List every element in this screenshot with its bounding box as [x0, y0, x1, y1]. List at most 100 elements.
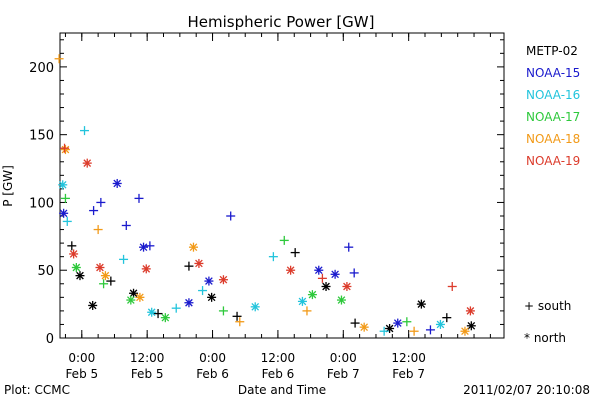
footer-timestamp: 2011/02/07 20:10:08 — [463, 383, 590, 397]
data-point — [67, 241, 77, 251]
data-point — [218, 306, 228, 316]
marker-stroke — [417, 300, 426, 308]
chart-title: Hemispheric Power [GW] — [188, 13, 375, 31]
data-point — [336, 295, 346, 305]
x-tick-label-date: Feb 7 — [327, 367, 360, 381]
data-point — [88, 300, 98, 310]
data-point — [416, 299, 426, 309]
data-point — [393, 318, 403, 328]
marker-stroke — [337, 296, 346, 304]
data-point — [82, 158, 92, 168]
data-point — [58, 180, 68, 190]
data-point — [121, 220, 131, 230]
x-axis: 0:00 Feb 5 12:00 Feb 5 0:00 Feb 6 12:00 Feb 6 0:… — [64, 33, 491, 381]
marker-stroke — [76, 271, 84, 280]
data-point — [147, 307, 157, 317]
marker-stroke — [113, 179, 122, 188]
data-point — [60, 193, 70, 203]
marker-stroke — [298, 297, 307, 306]
data-point — [330, 269, 340, 279]
x-tick-label-time: 0:00 — [330, 351, 357, 365]
legend-item: METP-02 — [526, 44, 578, 58]
data-point — [89, 206, 99, 216]
marker-stroke — [195, 259, 203, 268]
data-point — [321, 281, 331, 291]
data-point — [106, 276, 116, 286]
marker-stroke — [101, 271, 110, 280]
marker-stroke — [129, 289, 138, 298]
y-tick-label: 100 — [29, 196, 54, 211]
data-point — [379, 326, 389, 336]
y-axis-label: P [GW] — [1, 165, 15, 207]
data-point — [112, 178, 122, 188]
marker-stroke — [69, 250, 78, 258]
data-point — [139, 242, 149, 252]
x-tick-label-date: Feb 6 — [262, 367, 295, 381]
data-point — [226, 211, 236, 221]
marker-stroke — [286, 266, 295, 275]
data-point — [141, 264, 151, 274]
marker-stroke — [96, 263, 104, 272]
legend-item: NOAA-17 — [526, 110, 580, 124]
legend-item: NOAA-18 — [526, 132, 580, 146]
data-point — [402, 317, 412, 327]
data-point — [96, 197, 106, 207]
legend-item: NOAA-19 — [526, 154, 580, 168]
marker-stroke — [466, 307, 475, 315]
data-point — [314, 265, 324, 275]
data-point — [145, 241, 155, 251]
legend-item: NOAA-16 — [526, 88, 580, 102]
x-tick-label-time: 12:00 — [130, 351, 165, 365]
data-point — [350, 318, 360, 328]
marker-stroke — [436, 320, 445, 329]
data-point — [60, 145, 70, 155]
data-point — [268, 252, 278, 262]
data-point — [171, 303, 181, 313]
data-point — [385, 324, 395, 334]
data-point — [349, 268, 359, 278]
data-point — [302, 306, 312, 316]
marker-legend: + south * north — [524, 299, 571, 345]
x-tick-label-date: Feb 5 — [65, 367, 98, 381]
x-tick-label-time: 0:00 — [68, 351, 95, 365]
marker-stroke — [72, 263, 81, 272]
marker-stroke — [189, 243, 198, 252]
marker-stroke — [393, 319, 402, 327]
marker-stroke — [219, 275, 228, 284]
plot-frame — [59, 32, 505, 339]
marker-stroke — [207, 293, 216, 302]
data-point — [466, 321, 476, 331]
marker-legend-item: + south — [524, 299, 571, 313]
data-point — [447, 281, 457, 291]
x-axis-label: Date and Time — [238, 383, 326, 397]
data-point — [317, 273, 327, 283]
marker-stroke — [161, 313, 170, 322]
marker-stroke — [126, 296, 135, 304]
data-point — [62, 216, 72, 226]
data-point — [59, 208, 69, 218]
y-tick-label: 0 — [46, 332, 54, 347]
data-point — [93, 225, 103, 235]
data-point — [342, 281, 352, 291]
marker-stroke — [59, 209, 68, 218]
marker-stroke — [461, 327, 469, 336]
data-point — [126, 295, 136, 305]
data-point — [204, 276, 214, 286]
data-point — [235, 317, 245, 327]
data-point — [207, 292, 217, 302]
data-point — [188, 242, 198, 252]
data-point — [307, 290, 317, 300]
marker-stroke — [185, 298, 193, 307]
marker-stroke — [88, 301, 97, 310]
data-point — [218, 275, 228, 285]
data-point — [184, 261, 194, 271]
data-point — [69, 249, 79, 259]
data-point — [250, 302, 260, 312]
data-point — [279, 235, 289, 245]
data-point — [99, 279, 109, 289]
data-point — [160, 313, 170, 323]
data-point — [129, 288, 139, 298]
data-point — [465, 306, 475, 316]
data-point — [442, 313, 452, 323]
data-point — [198, 286, 208, 296]
